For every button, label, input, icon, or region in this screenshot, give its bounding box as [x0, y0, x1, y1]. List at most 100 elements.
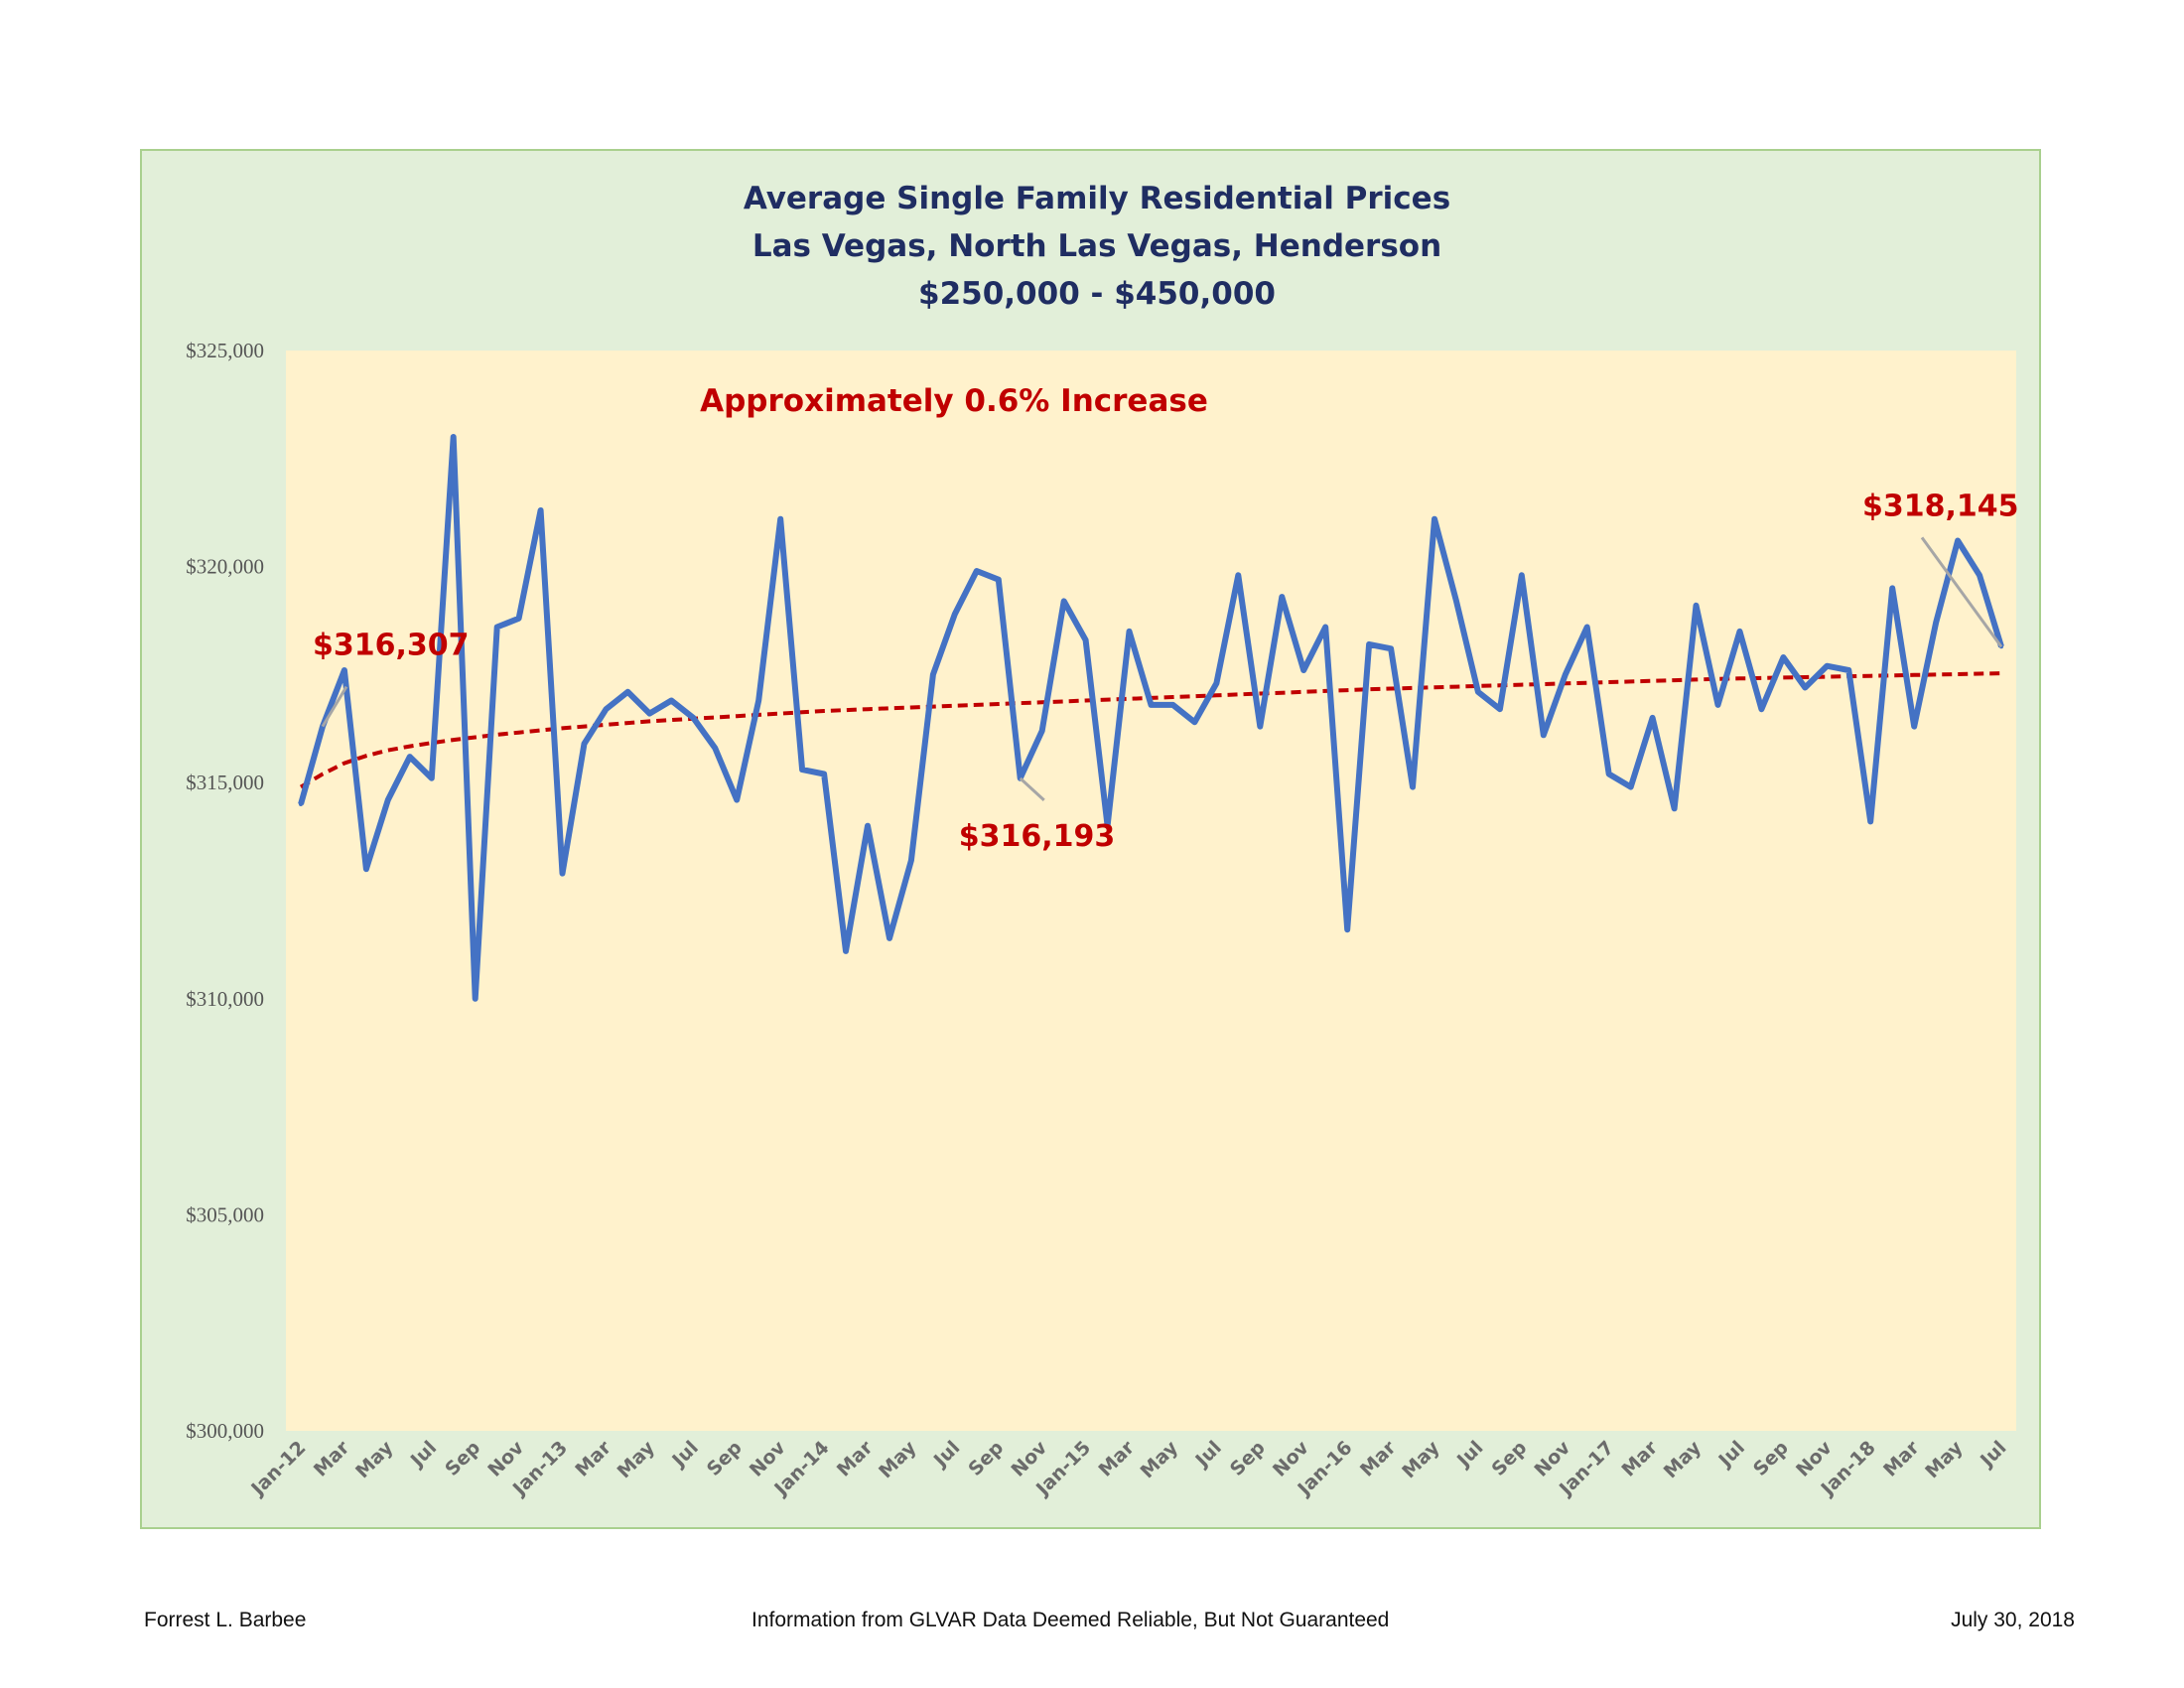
annotation-layer: $316,307 $316,193 $318,145	[313, 489, 2019, 854]
value-annotation: $318,145	[1862, 489, 2019, 523]
data-point	[341, 668, 346, 672]
data-point	[473, 996, 478, 1001]
x-tick-label: Mar	[1879, 1437, 1924, 1481]
data-point	[1083, 637, 1088, 642]
x-tick-label: Jul	[1451, 1437, 1487, 1473]
data-point	[625, 689, 630, 694]
data-point	[1606, 772, 1611, 776]
y-tick-label: $320,000	[186, 555, 264, 579]
annotation-leader-line	[1019, 776, 1045, 801]
data-point	[1433, 516, 1436, 521]
x-tick-label: Mar	[310, 1437, 354, 1481]
data-point	[1301, 668, 1306, 672]
data-point	[908, 858, 913, 863]
x-tick-label: Sep	[441, 1437, 484, 1480]
data-point	[1367, 641, 1372, 646]
data-point	[974, 569, 979, 573]
data-point	[952, 612, 957, 617]
data-point	[363, 867, 368, 872]
data-point	[1563, 672, 1568, 677]
data-point	[1584, 625, 1589, 630]
x-tick-label: Mar	[1618, 1437, 1663, 1481]
x-tick-label: Jan-12	[246, 1437, 311, 1501]
data-point	[1236, 573, 1241, 578]
data-point	[1039, 729, 1044, 733]
data-point	[1127, 629, 1132, 633]
data-point	[582, 742, 587, 746]
data-point	[1497, 707, 1502, 712]
data-point	[1628, 784, 1633, 789]
data-point	[385, 797, 390, 802]
data-point	[822, 772, 827, 776]
data-point	[494, 625, 499, 630]
y-tick-label: $315,000	[186, 771, 264, 794]
data-point	[669, 698, 674, 703]
data-point	[538, 508, 543, 512]
y-axis: $300,000 $305,000 $310,000 $315,000 $320,000…	[186, 339, 264, 1443]
data-point	[429, 775, 434, 780]
data-point	[735, 797, 740, 802]
chart-title-line-1: Average Single Family Residential Prices	[744, 181, 1450, 216]
data-point	[451, 435, 456, 439]
data-point	[1061, 599, 1066, 604]
data-point	[604, 707, 609, 712]
data-point	[691, 715, 696, 720]
data-point	[647, 711, 652, 716]
data-point	[930, 672, 935, 677]
chart-title-line-2: Las Vegas, North Las Vegas, Henderson	[752, 228, 1441, 264]
data-point	[1715, 702, 1720, 707]
x-tick-label: Jul	[1975, 1437, 2010, 1473]
data-point	[756, 698, 761, 703]
x-tick-label: May	[1398, 1437, 1444, 1483]
data-point	[1890, 586, 1895, 591]
data-point	[1149, 702, 1154, 707]
data-point	[778, 516, 783, 521]
footer-date: July 30, 2018	[1951, 1609, 2075, 1631]
data-point	[1912, 724, 1917, 729]
chart-svg: Average Single Family Residential Prices…	[186, 181, 2019, 1501]
annotation-leader-line	[321, 685, 348, 728]
data-point	[1934, 621, 1939, 626]
x-tick-label: May	[614, 1437, 660, 1483]
data-point	[800, 768, 805, 773]
data-point	[1803, 685, 1808, 690]
x-tick-label: Jul	[1713, 1437, 1749, 1473]
data-point	[1323, 625, 1328, 630]
y-tick-label: $310,000	[186, 987, 264, 1011]
x-tick-label: Jul	[1190, 1437, 1226, 1473]
data-point	[1519, 573, 1524, 578]
x-tick-label: Sep	[1749, 1437, 1793, 1480]
annotation-leader-line	[1920, 536, 2003, 648]
y-tick-label: $305,000	[186, 1202, 264, 1226]
plot-area	[286, 351, 2016, 1431]
x-tick-label: Jul	[405, 1437, 441, 1473]
data-point	[1650, 715, 1655, 720]
data-point	[1846, 668, 1851, 672]
x-tick-label: Sep	[1226, 1437, 1270, 1480]
data-point	[844, 948, 848, 953]
data-point	[1345, 927, 1350, 932]
y-tick-label: $300,000	[186, 1419, 264, 1443]
data-point	[866, 823, 870, 828]
x-tick-label: May	[1137, 1437, 1183, 1483]
x-tick-label: Jul	[928, 1437, 964, 1473]
x-tick-label: Mar	[1356, 1437, 1401, 1481]
data-point	[407, 755, 412, 760]
data-point	[1868, 819, 1873, 824]
data-point	[1737, 629, 1742, 633]
data-point	[887, 935, 891, 940]
data-point	[560, 871, 565, 876]
data-point	[1825, 663, 1830, 668]
data-point	[1759, 707, 1764, 712]
data-point	[1541, 733, 1546, 738]
x-tick-label: Jul	[667, 1437, 703, 1473]
x-tick-label: Mar	[833, 1437, 878, 1481]
data-point	[1475, 689, 1480, 694]
data-point	[1454, 599, 1458, 604]
data-point	[1170, 702, 1175, 707]
x-tick-label: Mar	[1094, 1437, 1139, 1481]
footer-author: Forrest L. Barbee	[144, 1609, 307, 1631]
y-tick-label: $325,000	[186, 339, 264, 362]
x-tick-label: May	[1660, 1437, 1706, 1483]
